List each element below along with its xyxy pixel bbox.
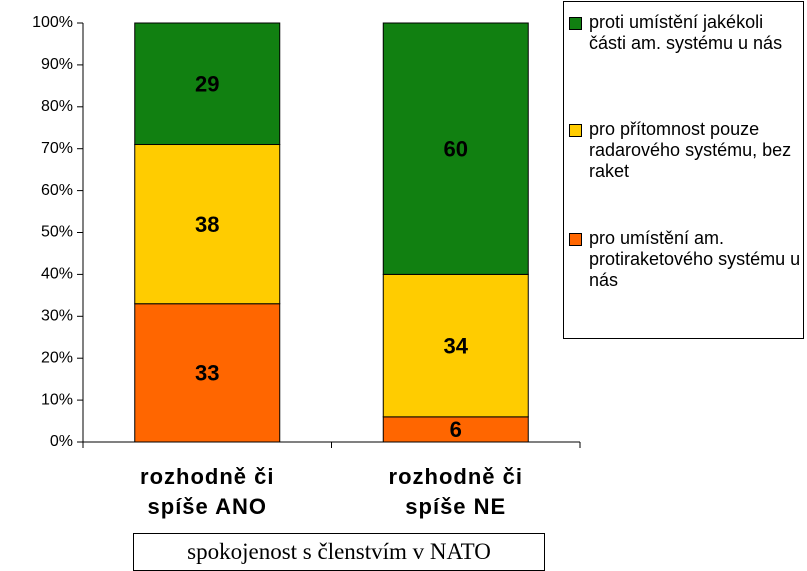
y-tick-label: 60% (41, 182, 73, 199)
bar-segment (134, 144, 281, 305)
data-label: 33 (195, 361, 219, 386)
y-tick-label: 30% (41, 308, 73, 325)
bar-segment (382, 416, 529, 443)
y-tick-label: 80% (41, 98, 73, 115)
legend-label: pro přítomnost pouze radarového systému,… (589, 119, 792, 181)
legend-label: pro umístění am. protiraketového systému… (589, 228, 801, 290)
legend: pro umístění am. protiraketového systému… (563, 1, 804, 339)
data-label: 60 (444, 137, 468, 162)
bar-segment (134, 22, 281, 146)
data-label: 6 (450, 417, 462, 442)
data-label: 34 (444, 333, 469, 358)
legend-label: proti umístění jakékoli části am. systém… (589, 12, 783, 53)
data-label: 38 (195, 212, 219, 237)
bar-segment (382, 273, 529, 418)
y-tick-label: 50% (41, 224, 73, 241)
bar-segment (382, 22, 529, 275)
bar-segment (134, 303, 281, 443)
y-tick-label: 100% (32, 14, 73, 31)
legend-swatch (569, 124, 582, 137)
y-tick-label: 20% (41, 349, 73, 366)
x-tick-label: rozhodně či spíše NE (388, 464, 523, 519)
x-axis-title: spokojenost s členstvím v NATO (133, 533, 545, 571)
y-tick-label: 70% (41, 140, 73, 157)
y-tick-label: 0% (50, 433, 73, 450)
y-tick-label: 10% (41, 391, 73, 408)
y-tick-label: 40% (41, 266, 73, 283)
y-tick-label: 90% (41, 56, 73, 73)
data-label: 29 (195, 72, 219, 97)
x-tick-label: rozhodně či spíše ANO (140, 464, 275, 519)
legend-swatch (569, 17, 582, 30)
legend-swatch (569, 233, 582, 246)
